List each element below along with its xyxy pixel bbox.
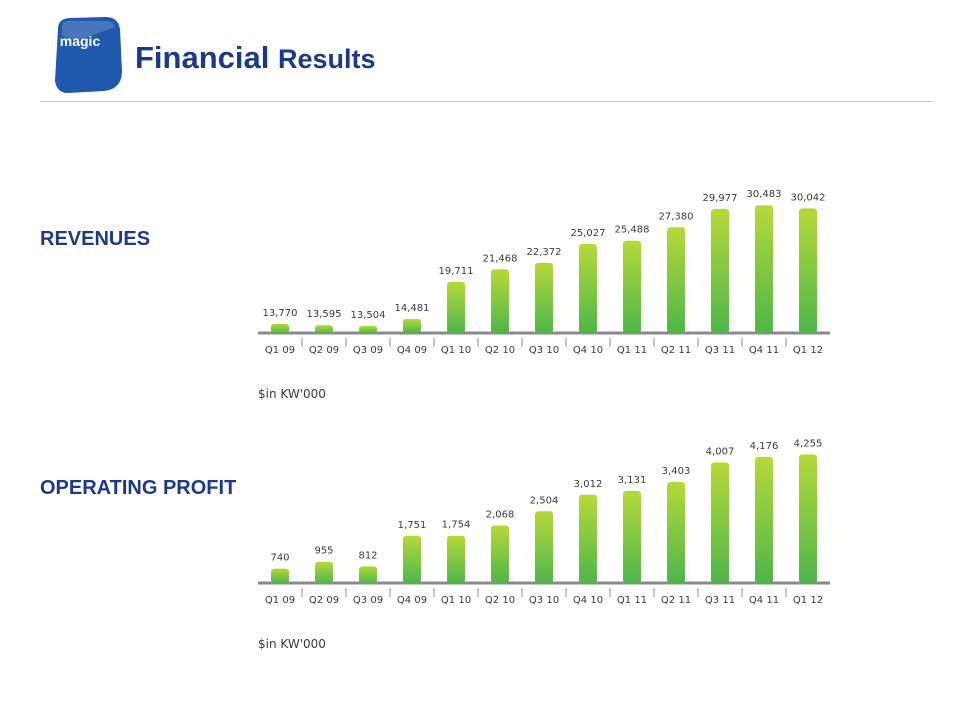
revenues-bar-11 — [755, 205, 773, 333]
operating-profit-bar-9 — [667, 482, 685, 583]
revenues-value-label-5: 21,468 — [483, 253, 518, 264]
revenues-tick-label-4: Q1 10 — [441, 345, 471, 356]
revenues-tick-label-7: Q4 10 — [573, 345, 603, 356]
operating-profit-value-label-12: 4,255 — [794, 438, 823, 449]
operating-profit-tick-label-0: Q1 09 — [265, 595, 295, 606]
operating-profit-tick-label-8: Q1 11 — [617, 595, 647, 606]
operating-profit-bar-10 — [711, 462, 729, 583]
logo-wordmark: magic — [60, 33, 101, 49]
revenues-tick-label-2: Q3 09 — [353, 345, 383, 356]
operating-profit-bar-7 — [579, 494, 597, 583]
operating-profit-tick-label-3: Q4 09 — [397, 595, 427, 606]
operating-profit-bar-8 — [623, 490, 641, 583]
revenues-value-label-2: 13,504 — [351, 310, 386, 321]
revenues-bar-2 — [359, 325, 377, 333]
operating-profit-bar-11 — [755, 456, 773, 583]
revenues-tick-label-5: Q2 10 — [485, 345, 515, 356]
operating-profit-value-label-0: 740 — [270, 553, 289, 564]
revenues-bar-6 — [535, 262, 553, 333]
operating-profit-bar-3 — [403, 535, 421, 583]
operating-profit-value-label-8: 3,131 — [618, 475, 647, 486]
revenues-value-label-0: 13,770 — [263, 308, 298, 319]
revenues-bar-9 — [667, 227, 685, 333]
revenues-tick-label-8: Q1 11 — [617, 345, 647, 356]
operating-profit-bar-0 — [271, 568, 289, 583]
operating-profit-tick-label-4: Q1 10 — [441, 595, 471, 606]
operating-profit-chart: 740 Q1 09 955 Q2 09 812 Q3 09 1,751 Q4 09 1,754 Q… — [258, 438, 830, 651]
operating-profit-value-label-6: 2,504 — [530, 495, 559, 506]
revenues-bar-3 — [403, 318, 421, 333]
page-title: Financial Results — [135, 40, 376, 76]
operating-profit-value-label-10: 4,007 — [706, 446, 735, 457]
revenues-value-label-8: 25,488 — [615, 225, 650, 236]
operating-profit-tick-label-2: Q3 09 — [353, 595, 383, 606]
revenues-bar-1 — [315, 325, 333, 333]
operating-profit-tick-label-7: Q4 10 — [573, 595, 603, 606]
operating-profit-tick-label-1: Q2 09 — [309, 595, 339, 606]
operating-profit-value-label-11: 4,176 — [750, 441, 779, 452]
revenues-unit-note: $in KW'000 — [258, 387, 326, 401]
operating-profit-tick-label-9: Q2 11 — [661, 595, 691, 606]
revenues-chart: 13,770 Q1 09 13,595 Q2 09 13,504 Q3 09 14,481 Q… — [258, 189, 830, 401]
operating-profit-bar-1 — [315, 561, 333, 583]
operating-profit-value-label-7: 3,012 — [574, 479, 603, 490]
revenues-value-label-12: 30,042 — [791, 192, 826, 203]
revenues-value-label-6: 22,372 — [527, 247, 562, 258]
operating-profit-value-label-1: 955 — [314, 546, 333, 557]
operating-profit-tick-label-6: Q3 10 — [529, 595, 559, 606]
revenues-label: REVENUES — [40, 228, 151, 250]
operating-profit-value-label-2: 812 — [358, 550, 377, 561]
operating-profit-value-label-4: 1,754 — [442, 520, 471, 531]
revenues-tick-label-12: Q1 12 — [793, 345, 823, 356]
operating-profit-bar-5 — [491, 525, 509, 583]
revenues-value-label-10: 29,977 — [703, 193, 738, 204]
revenues-tick-label-10: Q3 11 — [705, 345, 735, 356]
operating-profit-value-label-3: 1,751 — [398, 520, 427, 531]
revenues-value-label-3: 14,481 — [395, 303, 430, 314]
operating-profit-tick-label-10: Q3 11 — [705, 595, 735, 606]
operating-profit-value-label-5: 2,068 — [486, 509, 515, 520]
operating-profit-tick-label-12: Q1 12 — [793, 595, 823, 606]
revenues-tick-label-3: Q4 09 — [397, 345, 427, 356]
header-divider — [40, 101, 932, 102]
revenues-tick-label-11: Q4 11 — [749, 345, 779, 356]
operating-profit-bar-4 — [447, 535, 465, 583]
operating-profit-bar-2 — [359, 566, 377, 583]
revenues-bar-5 — [491, 269, 509, 333]
revenues-value-label-7: 25,027 — [571, 228, 606, 239]
magic-logo: magic — [48, 15, 130, 97]
revenues-value-label-11: 30,483 — [747, 189, 782, 200]
revenues-bar-0 — [271, 323, 289, 333]
operating-profit-tick-label-11: Q4 11 — [749, 595, 779, 606]
revenues-tick-label-9: Q2 11 — [661, 345, 691, 356]
revenues-tick-label-0: Q1 09 — [265, 345, 295, 356]
revenues-bar-7 — [579, 243, 597, 333]
operating-profit-value-label-9: 3,403 — [662, 466, 691, 477]
revenues-bar-10 — [711, 208, 729, 333]
page-title-word1: Financial — [135, 40, 270, 75]
revenues-value-label-4: 19,711 — [439, 266, 474, 277]
operating-profit-unit-note: $in KW'000 — [258, 637, 326, 651]
revenues-bar-8 — [623, 240, 641, 333]
revenues-bar-12 — [799, 208, 817, 333]
revenues-bar-4 — [447, 281, 465, 333]
revenues-tick-label-6: Q3 10 — [529, 345, 559, 356]
page-title-word2: Results — [278, 44, 376, 74]
operating-profit-label: OPERATING PROFIT — [40, 477, 237, 499]
operating-profit-tick-label-5: Q2 10 — [485, 595, 515, 606]
operating-profit-bar-6 — [535, 511, 553, 583]
operating-profit-bar-12 — [799, 454, 817, 583]
revenues-value-label-9: 27,380 — [659, 211, 694, 222]
revenues-value-label-1: 13,595 — [307, 309, 342, 320]
revenues-tick-label-1: Q2 09 — [309, 345, 339, 356]
